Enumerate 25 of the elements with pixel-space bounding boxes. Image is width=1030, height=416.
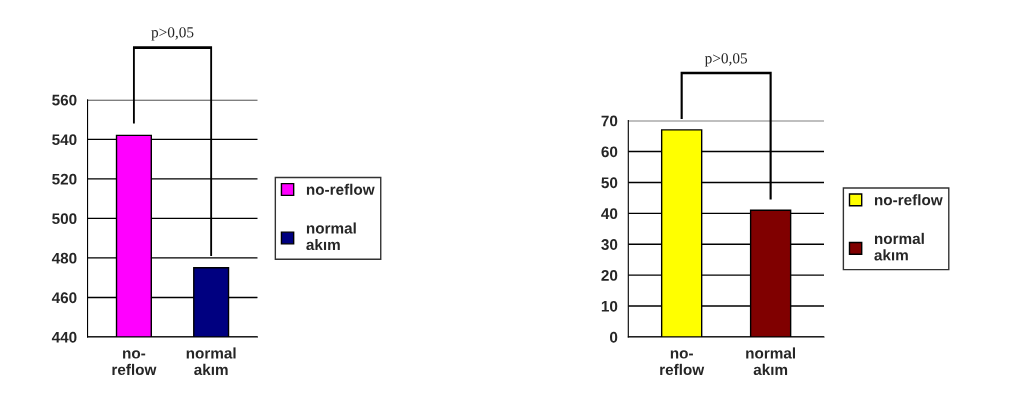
y-tick-label: 560 <box>52 94 77 106</box>
y-tick-label: 20 <box>601 270 618 281</box>
y-tick-label: 500 <box>52 213 77 225</box>
y-tick-label: 460 <box>51 292 77 304</box>
y-tick-label: 40 <box>601 208 618 220</box>
x-tick-label: normal akım <box>186 347 236 376</box>
text: p>0,05 <box>704 53 748 67</box>
y-tick-label: 440 <box>51 331 77 343</box>
legend-label: no-reflow <box>874 194 943 206</box>
legend-label: no-reflow <box>306 183 375 195</box>
x-tick-label: normal akım <box>746 347 796 376</box>
y-tick-label: 70 <box>601 115 618 127</box>
y-tick-label: 540 <box>52 134 77 146</box>
y-tick-label: 520 <box>52 173 77 185</box>
text: p>0,05 <box>151 27 194 41</box>
y-tick-label: 10 <box>601 300 618 312</box>
x-tick-label: no-reflow <box>112 350 157 376</box>
legend-label: normal akım <box>874 232 924 261</box>
x-tick-label: no-reflow <box>660 350 705 376</box>
y-tick-label: 480 <box>51 252 77 264</box>
y-tick-label: 60 <box>601 146 618 158</box>
y-tick-label: 50 <box>601 177 618 189</box>
y-tick-label: 30 <box>601 239 618 250</box>
legend-label: normal akım <box>306 222 356 251</box>
y-tick-label: 0 <box>609 331 618 343</box>
